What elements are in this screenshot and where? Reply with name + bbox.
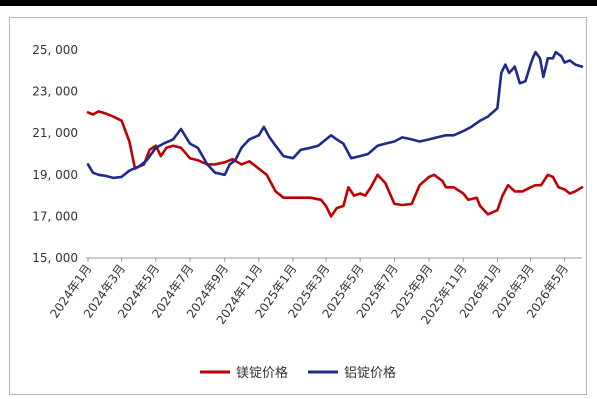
legend-label-1: 镁锭价格 xyxy=(236,365,288,381)
top-border-bar xyxy=(0,0,597,6)
x-axis: 2024年1月2024年3月2024年5月2024年7月2024年9月2024年… xyxy=(47,257,582,327)
legend-label-2: 铝锭价格 xyxy=(344,365,396,381)
series-line-1 xyxy=(86,110,584,218)
y-axis: 15, 000 17, 000 19, 000 21, 000 23, 000 25, 0… xyxy=(32,43,78,265)
chart-frame xyxy=(9,17,587,395)
y-tick-label: 15, 000 xyxy=(32,251,78,265)
y-tick-label: 21, 000 xyxy=(32,126,78,140)
y-tick-label: 23, 000 xyxy=(32,85,78,99)
legend: 镁锭价格 铝锭价格 xyxy=(200,365,396,381)
y-tick-label: 17, 000 xyxy=(32,209,78,223)
y-tick-label: 19, 000 xyxy=(32,168,78,182)
series-line-2 xyxy=(86,50,584,180)
y-tick-label: 25, 000 xyxy=(32,43,78,57)
plot-area xyxy=(86,50,584,218)
